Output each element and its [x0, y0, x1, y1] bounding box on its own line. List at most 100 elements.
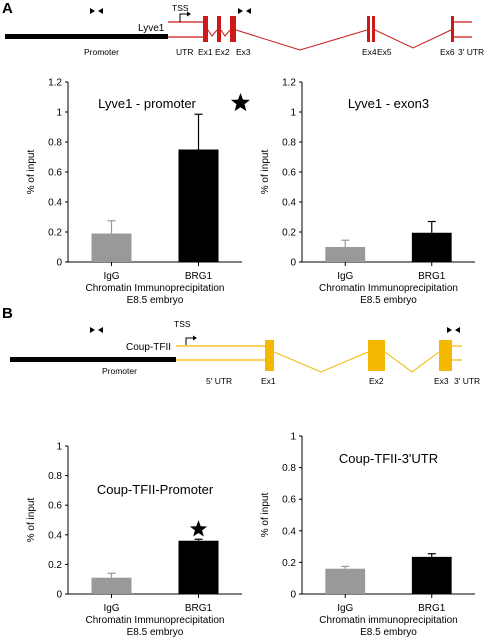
chart-title: Coup-TFII-Promoter — [97, 482, 214, 497]
y-tick-label: 0.2 — [282, 558, 296, 569]
y-tick-label: 0.4 — [48, 198, 62, 209]
chart-title: Lyve1 - exon3 — [348, 96, 429, 111]
y-tick-label: 0 — [56, 590, 62, 601]
promoter-label: Promoter — [84, 47, 119, 57]
y-tick-label: 0.4 — [282, 526, 296, 537]
exon-3 — [230, 16, 236, 42]
region-label-ex3: Ex3 — [434, 376, 449, 386]
region-label-ex2: Ex2 — [369, 376, 384, 386]
region-label-ex1: Ex1 — [198, 47, 213, 57]
chart-title: Coup-TFII-3'UTR — [339, 451, 438, 466]
primer-reverse-icon — [246, 8, 251, 14]
y-axis-label: % of input — [26, 498, 37, 543]
bar-brg1 — [411, 556, 452, 594]
x-axis-label: Chromatin immunoprecipitation — [319, 615, 457, 626]
region-label-ex3: Ex3 — [236, 47, 251, 57]
x-axis-label: E8.5 embryo — [127, 627, 184, 638]
bar-brg1 — [411, 232, 452, 262]
x-tick-label: BRG1 — [418, 271, 446, 282]
region-label-3utr: 3' UTR — [454, 376, 480, 386]
y-tick-label: 0.6 — [282, 495, 296, 506]
primer-forward-icon — [238, 8, 243, 14]
x-axis-label: Chromatin Immunoprecipitation — [86, 615, 225, 626]
primer-reverse-icon — [98, 327, 103, 333]
x-tick-label: BRG1 — [418, 603, 446, 614]
x-axis-label: Chromatin Immunoprecipitation — [86, 283, 225, 294]
chart-title: Lyve1 - promoter — [98, 96, 196, 111]
x-axis-label: Chromatin Immunoprecipitation — [319, 283, 458, 294]
significance-star-icon — [231, 93, 250, 112]
significance-star-icon — [189, 520, 208, 537]
y-axis-label: % of input — [260, 150, 271, 195]
panel-letter-b: B — [2, 305, 13, 322]
promoter-label: Promoter — [102, 366, 137, 376]
exon-2 — [217, 16, 221, 42]
y-axis-label: % of input — [260, 493, 271, 538]
y-tick-label: 0.2 — [48, 228, 62, 239]
x-tick-label: IgG — [103, 603, 119, 614]
y-tick-label: 1 — [290, 432, 296, 443]
primer-reverse-icon — [455, 327, 460, 333]
bar-brg1 — [178, 540, 219, 594]
tss-label: TSS — [174, 319, 191, 329]
panel-letter-a: A — [2, 0, 13, 17]
intron-5 — [374, 29, 452, 49]
region-label-ex4: Ex4 — [362, 47, 377, 57]
bar-igg — [91, 577, 132, 594]
intron-3 — [235, 29, 368, 51]
tss-arrow-icon — [185, 337, 193, 345]
intron-2 — [384, 351, 440, 373]
tss-label: TSS — [172, 3, 189, 13]
y-tick-label: 0.6 — [48, 168, 62, 179]
x-tick-label: IgG — [103, 271, 119, 282]
y-tick-label: 0.8 — [282, 463, 296, 474]
exon-3 — [439, 340, 452, 371]
promoter-region — [5, 34, 168, 39]
y-tick-label: 0.2 — [282, 228, 296, 239]
exon-1 — [203, 16, 208, 42]
exon-6 — [451, 16, 454, 42]
y-tick-label: 0.8 — [282, 138, 296, 149]
y-tick-label: 1 — [56, 108, 62, 119]
primer-forward-icon — [90, 8, 95, 14]
exon-2 — [368, 340, 385, 371]
x-axis-label: E8.5 embryo — [127, 295, 184, 306]
y-tick-label: 0 — [290, 258, 296, 269]
exon-1 — [265, 340, 274, 371]
intron-2 — [220, 29, 231, 37]
primer-reverse-icon — [98, 8, 103, 14]
intron-1 — [207, 29, 218, 37]
tss-arrow-icon — [179, 13, 187, 22]
y-tick-label: 0.6 — [282, 168, 296, 179]
y-tick-label: 1 — [290, 108, 296, 119]
primer-forward-icon — [447, 327, 452, 333]
x-tick-label: IgG — [337, 603, 353, 614]
intron-1 — [273, 351, 369, 373]
panel-a-gene-diagram: A TSS Lyve1 Promoter UTR E — [2, 0, 484, 57]
x-tick-label: IgG — [337, 271, 353, 282]
y-tick-label: 0.8 — [48, 138, 62, 149]
y-tick-label: 1.2 — [282, 78, 296, 89]
tss-arrowhead-icon — [193, 335, 197, 341]
region-label-ex5: Ex5 — [377, 47, 392, 57]
promoter-region — [10, 357, 176, 362]
region-label-5utr: 5' UTR — [206, 376, 232, 386]
x-axis-label: E8.5 embryo — [360, 627, 417, 638]
bar-igg — [325, 568, 366, 594]
y-tick-label: 0.4 — [48, 530, 62, 541]
region-label-ex2: Ex2 — [215, 47, 230, 57]
gene-label: Lyve1 — [138, 23, 165, 34]
y-tick-label: 0.4 — [282, 198, 296, 209]
y-tick-label: 0 — [290, 590, 296, 601]
x-axis-label: E8.5 embryo — [360, 295, 417, 306]
region-label-3utr: 3' UTR — [458, 47, 484, 57]
y-tick-label: 0.2 — [48, 560, 62, 571]
x-tick-label: BRG1 — [185, 271, 213, 282]
region-label-utr: UTR — [176, 47, 193, 57]
exon-5 — [372, 16, 375, 42]
tss-arrowhead-icon — [187, 11, 191, 17]
region-label-ex1: Ex1 — [261, 376, 276, 386]
bar-igg — [91, 233, 132, 262]
